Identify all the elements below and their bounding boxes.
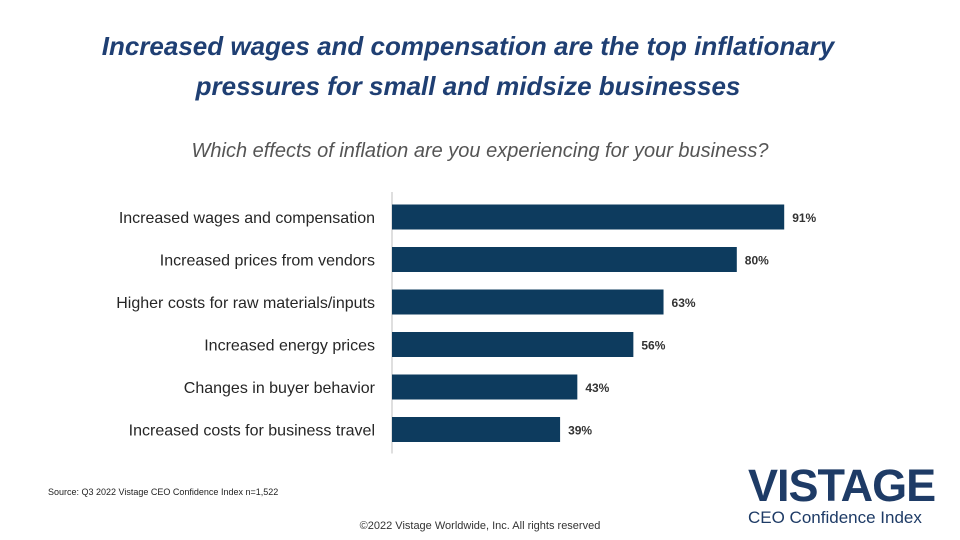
chart-title-line-2: pressures for small and midsize business… <box>195 71 741 101</box>
source-note: Source: Q3 2022 Vistage CEO Confidence I… <box>48 487 279 497</box>
data-label: 56% <box>641 339 665 353</box>
category-label: Higher costs for raw materials/inputs <box>116 295 375 312</box>
bar <box>392 374 578 400</box>
copyright-note: ©2022 Vistage Worldwide, Inc. All rights… <box>359 520 601 532</box>
chart-subtitle: Which effects of inflation are you exper… <box>191 140 769 162</box>
bar <box>392 204 785 230</box>
data-label: 91% <box>792 211 816 225</box>
bar <box>392 332 634 357</box>
data-label: 63% <box>672 296 696 310</box>
bar-chart: Increased wages and compensation 91% Incre… <box>116 192 817 454</box>
data-label: 80% <box>745 254 769 268</box>
bar <box>392 247 737 272</box>
chart-title: Increased wages and compensation are the… <box>0 26 936 106</box>
category-label: Increased costs for business travel <box>129 423 375 440</box>
data-label: 39% <box>568 424 592 438</box>
data-label: 43% <box>585 381 609 395</box>
category-label: Increased energy prices <box>204 338 375 355</box>
logo-wordmark: VISTAGE <box>748 460 936 511</box>
chart-title-line-1: Increased wages and compensation are the… <box>101 31 835 61</box>
bar <box>392 289 664 315</box>
category-label: Changes in buyer behavior <box>184 380 376 397</box>
category-label: Increased wages and compensation <box>119 210 375 227</box>
vistage-logo: VISTAGE CEO Confidence Index <box>748 462 944 528</box>
logo-tagline: CEO Confidence Index <box>748 508 922 527</box>
bar <box>392 417 561 442</box>
category-label: Increased prices from vendors <box>160 253 375 270</box>
